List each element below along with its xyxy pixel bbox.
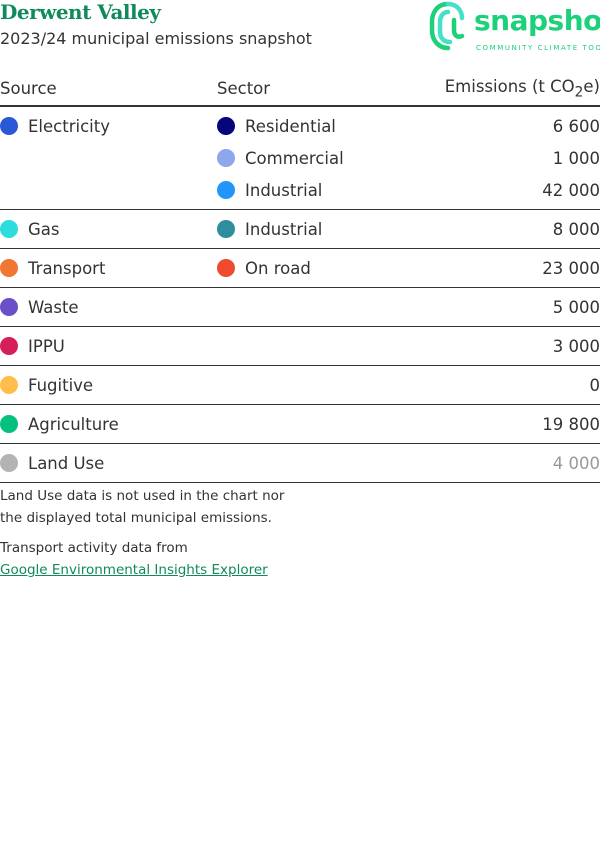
fugitive-color-dot-icon xyxy=(0,376,18,394)
emissions-value: 23 000 xyxy=(542,258,600,278)
emissions-value: 8 000 xyxy=(552,219,600,239)
ippu-color-dot-icon xyxy=(0,337,18,355)
land-use-note: Land Use data is not used in the chart n… xyxy=(0,488,285,526)
source-label: IPPU xyxy=(28,336,65,356)
table-row: Transport On road 23 000 xyxy=(0,248,600,288)
sector-label: On road xyxy=(245,258,311,278)
snapshot-logo: snapshot COMMUNITY CLIMATE TOOL xyxy=(428,0,600,56)
source-label: Agriculture xyxy=(28,414,119,434)
table-header: Source Sector Emissions (t CO2e) xyxy=(0,72,600,107)
sector-color-dot-icon xyxy=(217,259,235,277)
page-title: Derwent Valley xyxy=(0,0,161,24)
table-row: Electricity Residential Commercial Industri… xyxy=(0,106,600,210)
table-row: Land Use 4 000 xyxy=(0,443,600,483)
transport-color-dot-icon xyxy=(0,259,18,277)
source-label: Gas xyxy=(28,219,60,239)
emissions-value: 0 xyxy=(589,375,600,395)
fingerprint-logo-icon xyxy=(429,1,465,51)
emissions-table: Source Sector Emissions (t CO2e) Electri… xyxy=(0,72,600,483)
source-label: Land Use xyxy=(28,453,105,473)
page-subtitle: 2023/24 municipal emissions snapshot xyxy=(0,29,312,48)
emissions-value: 5 000 xyxy=(552,297,600,317)
table-row: Waste 5 000 xyxy=(0,287,600,327)
agriculture-color-dot-icon xyxy=(0,415,18,433)
electricity-color-dot-icon xyxy=(0,117,18,135)
land-use-color-dot-icon xyxy=(0,454,18,472)
sector-label: Industrial xyxy=(245,219,323,239)
sector-label: Residential xyxy=(245,116,336,136)
logo-wordmark: snapshot xyxy=(474,4,600,37)
table-row: Agriculture 19 800 xyxy=(0,404,600,444)
sector-color-dot-icon xyxy=(217,117,235,135)
source-label: Fugitive xyxy=(28,375,94,395)
sector-color-dot-icon xyxy=(217,149,235,167)
emissions-value: 6 600 xyxy=(552,116,600,136)
emissions-value: 4 000 xyxy=(552,453,600,473)
sector-color-dot-icon xyxy=(217,220,235,238)
gas-color-dot-icon xyxy=(0,220,18,238)
table-row: Fugitive 0 xyxy=(0,365,600,405)
emissions-value: 42 000 xyxy=(542,180,600,200)
emissions-value: 3 000 xyxy=(552,336,600,356)
sector-label: Industrial xyxy=(245,180,323,200)
sector-color-dot-icon xyxy=(217,181,235,199)
emissions-value: 19 800 xyxy=(542,414,600,434)
source-label: Waste xyxy=(28,297,79,317)
table-row: Gas Industrial 8 000 xyxy=(0,209,600,249)
col-source: Source xyxy=(0,72,217,107)
logo-tagline: COMMUNITY CLIMATE TOOL xyxy=(476,44,600,52)
transport-note: Transport activity data from xyxy=(0,540,188,556)
waste-color-dot-icon xyxy=(0,298,18,316)
eie-link[interactable]: Google Environmental Insights Explorer xyxy=(0,562,268,578)
notes: Land Use data is not used in the chart n… xyxy=(0,485,310,581)
source-label: Transport xyxy=(28,258,106,278)
sector-label: Commercial xyxy=(245,148,344,168)
source-label: Electricity xyxy=(28,116,110,136)
col-emissions: Emissions (t CO2e) xyxy=(389,72,600,107)
emissions-value: 1 000 xyxy=(552,148,600,168)
col-sector: Sector xyxy=(217,72,390,107)
table-row: IPPU 3 000 xyxy=(0,326,600,366)
